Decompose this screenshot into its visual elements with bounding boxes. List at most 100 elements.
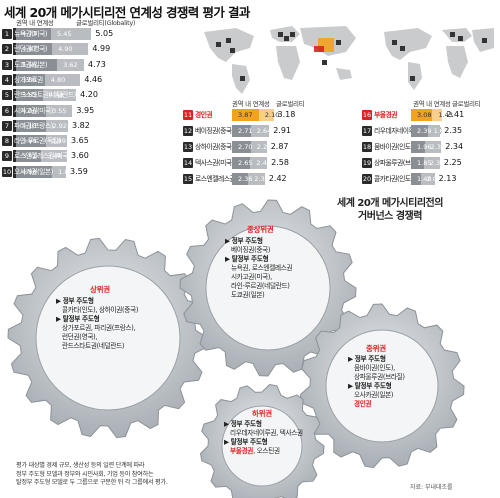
bar-intra — [16, 104, 47, 117]
bar-intra — [16, 165, 53, 178]
region-row-2: 2 4.87 4.90 4.99 런던권(영국) — [2, 42, 196, 56]
bar-intra-label: 4.87 — [22, 45, 37, 54]
mu-line-4: 시카고권(미국), — [231, 273, 272, 281]
bar-total-label: 2.13 — [438, 173, 457, 183]
region-rank: 12 — [183, 125, 193, 136]
mid-line-3: ▶ 탈정부 주도형 — [348, 382, 392, 390]
bar-global — [42, 89, 77, 102]
mid-line-2: 상파울루권(브라질) — [354, 373, 405, 381]
page-title: 세계 20개 메가시티리전 연계성 경쟁력 평가 결과 — [4, 5, 250, 20]
region-name-band — [13, 28, 16, 40]
region-name: 콜카타권(인도) — [374, 174, 413, 183]
bar-intra-label: 3.87 — [238, 111, 253, 119]
lower-tier-list: ▶ 정부 주도형 리우데자네이루권, 텍사스권 ▶ 탈정부 주도형 부울경권, … — [224, 420, 303, 456]
bar-global-label: 2.10 — [264, 111, 280, 119]
bar-total-label: 3.60 — [71, 151, 89, 161]
region-row-13: 13 상하이권(중국) 2.70 2.29 2.87 — [183, 140, 303, 154]
bar-intra-label: 4.10 — [22, 121, 37, 130]
upper-tier-list: ▶ 정부 주도형 콜카타(인도), 상하이권(중국) ▶ 탈정부 주도형 상가포… — [56, 297, 138, 351]
region-name-band — [13, 150, 16, 163]
bar-total-label: 2.25 — [443, 157, 462, 167]
legend-global-label: 글로벌리티(Globality) — [76, 19, 136, 27]
bar-intra — [232, 140, 251, 153]
region-name: 파리권(프랑스) — [14, 121, 53, 130]
region-rank: 7 — [2, 120, 12, 131]
bar-total-label: 3.82 — [72, 120, 90, 130]
region-rank: 17 — [362, 125, 372, 136]
governance-title-line1: 세계 20개 메가시티리전의 — [337, 198, 443, 209]
upper-line-2: ▶ 탈정부 주도형 — [56, 315, 100, 323]
bar-total-label: 5.05 — [95, 29, 114, 38]
legend-global-label-2: 글로벌리티 — [276, 100, 305, 108]
region-rank: 16 — [362, 110, 372, 120]
bar-global — [52, 165, 66, 178]
bar-global-label: 4.48 — [48, 91, 64, 100]
region-name: 도쿄권(일본) — [14, 60, 48, 69]
region-rank: 15 — [183, 173, 193, 184]
bar-intra-label: 4.88 — [22, 167, 37, 176]
bar-global-label: 2.92 — [52, 121, 67, 130]
bar-total-label: 2.58 — [271, 157, 289, 167]
bar-global — [248, 172, 265, 185]
bar-total-label: 4.73 — [88, 59, 106, 69]
mu-line-2: ▶ 탈정부 주도형 — [225, 255, 269, 263]
region-rank: 20 — [362, 173, 372, 184]
bar-total-label: 3.95 — [76, 105, 95, 115]
low-line-2: ▶ 탈정부 주도형 — [224, 438, 268, 446]
region-name-band — [13, 58, 16, 71]
region-name: 상파울루권(브라질) — [374, 158, 425, 167]
legend-intra-label: 권역 내 연계성 — [16, 19, 54, 27]
world-map-icon — [196, 18, 496, 100]
region-row-9: 9 3.41 3.48 3.60 로스앤젤레스권(미국) — [2, 149, 196, 163]
bar-total-label: 3.18 — [277, 110, 296, 119]
legend-intra-label-2: 권역 내 연계성 — [232, 100, 270, 108]
note-line-1: 정부 주도형 모델과 정부와 시민사회, 기업 등이 참여하는 — [16, 470, 154, 478]
region-name: 오사카권(일본) — [14, 167, 53, 176]
region-row-5: 5 3.63 4.48 4.20 란드스타트권(네덜란드) — [2, 88, 196, 102]
mid-line-extra: 경인권 — [354, 400, 372, 408]
lower-tier-title: 하위권 — [252, 409, 272, 418]
region-rank: 4 — [2, 74, 12, 85]
bar-intra — [16, 150, 42, 163]
bar-intra-label: 1.96 — [417, 142, 432, 151]
bar-global-label: 2.31 — [429, 158, 445, 167]
bar-intra-label: 3.41 — [22, 152, 37, 161]
bar-total-label: 3.65 — [70, 136, 89, 146]
region-name: 상하이권(중국) — [195, 142, 234, 151]
region-name: 텍사스권(미국) — [195, 158, 234, 167]
region-row-12: 12 베이징권(중국) 2.71 2.64 2.91 — [183, 124, 303, 138]
bar-global — [420, 172, 435, 185]
region-row-8: 8 3.99 2.89 3.65 라인-루르권(독일) — [2, 134, 196, 148]
bar-global-label: 3.62 — [63, 60, 78, 69]
region-name: 란드스타트권(네덜란드) — [14, 91, 76, 100]
region-row-19: 19 상파울루권(브라질) 1.85 2.31 2.25 — [362, 156, 482, 170]
middle-upper-tier-list: ▶ 정부 주도형 베이징권(중국) ▶ 탈정부 주도형 뉴욕권, 로스엔젤레스권… — [225, 237, 293, 300]
region-name-band — [13, 104, 16, 117]
source-credit: 자료: 부내대조를 — [410, 484, 453, 491]
bar-total-label: 2.42 — [268, 173, 287, 183]
bar-global-label: 2.36 — [254, 174, 269, 183]
bar-intra — [411, 172, 421, 185]
bar-global — [57, 58, 84, 71]
region-row-11: 11 경인권 3.87 2.10 3.18 — [183, 108, 303, 122]
bar-intra — [411, 124, 428, 137]
region-row-1: 1 4.73 5.45 5.05 뉴욕권(미국) — [2, 27, 196, 41]
mid-line-4: 오사카권(일본) — [354, 391, 394, 399]
bar-intra — [411, 109, 433, 121]
bar-intra — [16, 43, 53, 56]
bar-global-label: 2.29 — [256, 142, 272, 151]
region-name: 로스앤젤레스권(미국) — [14, 152, 71, 161]
bar-global — [258, 109, 274, 121]
bar-intra — [16, 135, 46, 148]
bar-global — [427, 124, 441, 137]
gear-middle-upper-hub — [205, 225, 331, 351]
region-rank: 10 — [2, 166, 12, 177]
bar-total-label: 4.20 — [80, 90, 98, 100]
note-line-2: 탈정부 주도형 모델로 두 그룹으로 구분한 뒤 각 그룹에서 평가. — [16, 479, 168, 486]
bar-intra — [411, 140, 425, 153]
region-row-7: 7 4.10 2.92 3.82 파리권(프랑스) — [2, 119, 196, 133]
bar-total-label: 4.99 — [92, 44, 111, 54]
region-rank: 8 — [2, 136, 12, 147]
bar-intra-label: 1.40 — [417, 174, 432, 183]
region-rank: 11 — [183, 110, 193, 120]
